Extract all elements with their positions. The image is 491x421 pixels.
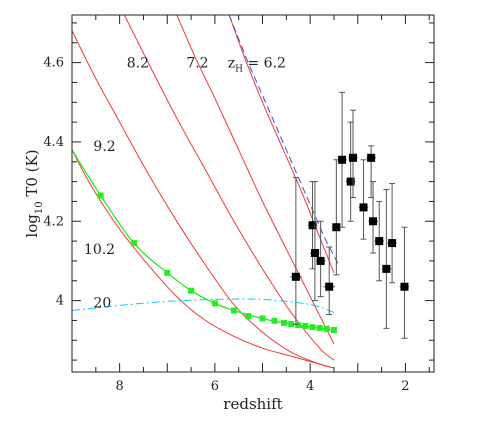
data-marker bbox=[388, 239, 397, 248]
data-point bbox=[358, 159, 369, 240]
data-marker bbox=[332, 223, 341, 232]
data-point bbox=[323, 246, 335, 315]
green-point bbox=[164, 269, 171, 276]
curve-zh-10.2 bbox=[72, 149, 335, 369]
data-marker bbox=[349, 153, 358, 162]
green-point bbox=[288, 321, 295, 328]
data-marker bbox=[346, 177, 355, 186]
curve-label: 10.2 bbox=[84, 242, 115, 258]
ticks bbox=[71, 15, 434, 372]
green-point bbox=[330, 326, 337, 333]
data-marker bbox=[338, 155, 347, 164]
data-point bbox=[374, 200, 384, 282]
y-axis-label-subscript: 10 bbox=[34, 201, 45, 214]
x-axis-label: redshift bbox=[223, 395, 282, 413]
data-marker bbox=[325, 282, 334, 291]
green-point bbox=[302, 322, 309, 329]
y-axis-label: log10 T0 (K) bbox=[23, 149, 45, 237]
green-point bbox=[211, 300, 218, 307]
data-point bbox=[368, 181, 378, 254]
data-point bbox=[315, 220, 326, 298]
curve-labels: 8.2 7.2 zH = 6.2 9.2 10.2 20 bbox=[84, 56, 286, 312]
curve-zh-8.2 bbox=[123, 15, 335, 361]
green-point bbox=[97, 192, 104, 199]
data-marker bbox=[359, 203, 368, 212]
data-point bbox=[290, 177, 302, 325]
tick-labels: 8 6 4 2 4 4.2 4.4 4.6 bbox=[43, 56, 409, 394]
curve-label: 9.2 bbox=[93, 139, 115, 155]
curve-green-curve bbox=[72, 149, 335, 332]
x-tick-label: 2 bbox=[401, 379, 409, 394]
green-point bbox=[309, 324, 316, 331]
green-point bbox=[230, 307, 237, 314]
x-tick-label: 6 bbox=[211, 379, 219, 394]
data-marker bbox=[369, 217, 378, 226]
green-point bbox=[323, 325, 330, 332]
y-axis-label-rest: T0 (K) bbox=[23, 149, 41, 201]
curve-label: 8.2 bbox=[127, 56, 149, 72]
plot-frame bbox=[71, 14, 435, 373]
data-point bbox=[331, 159, 342, 276]
curve-label: zH = 6.2 bbox=[228, 56, 286, 75]
data-point bbox=[337, 91, 347, 228]
data-point bbox=[399, 226, 410, 339]
curve-zh-9.2 bbox=[72, 30, 335, 369]
plot-content bbox=[72, 15, 410, 369]
data-marker bbox=[308, 221, 317, 230]
data-marker bbox=[316, 256, 325, 265]
curve-label: 20 bbox=[93, 296, 111, 312]
curve-zh-7.2 bbox=[176, 15, 335, 345]
curve-label-subscript: H bbox=[235, 65, 243, 75]
data-marker bbox=[367, 153, 376, 162]
data-point bbox=[345, 121, 356, 222]
curve-label-value: = 6.2 bbox=[243, 56, 286, 72]
y-tick-label: 4 bbox=[56, 294, 64, 309]
data-point bbox=[348, 109, 358, 198]
x-tick-label: 8 bbox=[115, 379, 123, 394]
curve-zh-20 bbox=[72, 298, 335, 313]
green-point bbox=[280, 319, 287, 326]
curve-zh-6.2 bbox=[228, 15, 335, 273]
data-point bbox=[387, 183, 397, 284]
y-tick-label: 4.2 bbox=[43, 214, 64, 229]
green-point bbox=[295, 322, 302, 329]
x-tick-label: 4 bbox=[306, 379, 314, 394]
green-point bbox=[188, 287, 195, 294]
data-marker bbox=[375, 237, 384, 246]
green-point bbox=[259, 315, 266, 322]
green-point bbox=[245, 313, 252, 320]
curve-label: 7.2 bbox=[186, 56, 208, 72]
y-tick-label: 4.6 bbox=[43, 56, 64, 71]
data-marker bbox=[291, 272, 300, 281]
data-marker bbox=[310, 249, 319, 257]
green-point bbox=[316, 324, 323, 331]
green-point bbox=[130, 240, 137, 247]
green-point bbox=[271, 317, 278, 324]
data-point bbox=[381, 189, 392, 329]
data-point bbox=[310, 181, 320, 302]
data-point bbox=[366, 145, 376, 198]
y-tick-label: 4.4 bbox=[43, 135, 64, 150]
data-marker bbox=[382, 264, 391, 273]
data-marker bbox=[400, 282, 409, 291]
curve-blue-dashed bbox=[228, 15, 340, 266]
